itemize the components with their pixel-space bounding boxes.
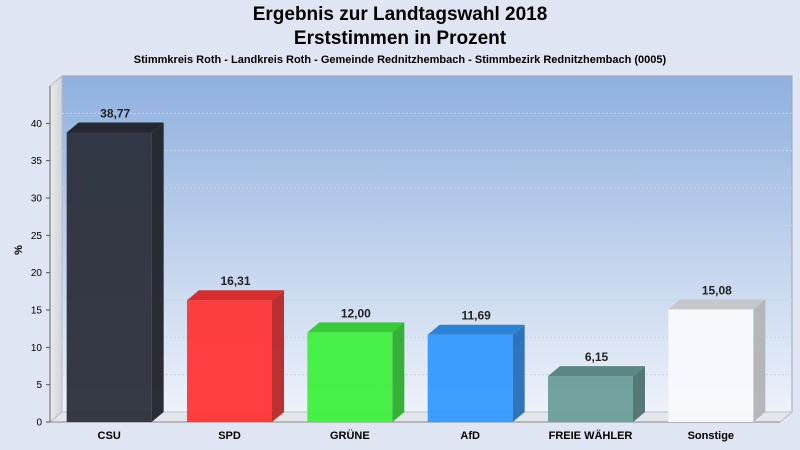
bar-side xyxy=(753,299,766,422)
value-label: 15,08 xyxy=(702,283,732,297)
bar-side xyxy=(512,324,525,422)
bar-side xyxy=(151,122,164,422)
category-label: CSU xyxy=(98,430,121,442)
bar-top xyxy=(548,366,645,377)
bar-top xyxy=(187,290,284,301)
value-label: 11,69 xyxy=(461,309,491,323)
y-axis-label: % xyxy=(13,245,25,255)
chart-title: Ergebnis zur Landtagswahl 2018 xyxy=(252,4,548,25)
y-tick-label: 25 xyxy=(31,231,43,242)
y-tick-label: 40 xyxy=(31,119,43,130)
category-label: GRÜNE xyxy=(330,429,370,442)
value-label: 6,15 xyxy=(585,350,609,364)
bar-top xyxy=(427,324,525,335)
value-label: 38,77 xyxy=(100,107,130,121)
chart-subtitle: Stimmkreis Roth - Landkreis Roth - Gemei… xyxy=(133,54,667,66)
category-label: SPD xyxy=(218,430,241,442)
bar-top xyxy=(66,122,164,133)
bar-top xyxy=(668,299,766,310)
bar-side xyxy=(633,366,645,422)
bar-side xyxy=(272,290,284,422)
bar-top xyxy=(307,322,405,333)
bar xyxy=(66,132,152,422)
bar xyxy=(427,334,513,422)
y-tick-label: 0 xyxy=(36,418,42,429)
value-label: 16,31 xyxy=(220,274,250,288)
bar xyxy=(668,309,754,422)
category-label: Sonstige xyxy=(688,430,734,442)
bar xyxy=(187,300,272,422)
y-tick-label: 20 xyxy=(31,268,43,279)
bar xyxy=(548,376,633,422)
y-tick-label: 15 xyxy=(31,306,43,317)
bar xyxy=(307,332,393,422)
bar-side xyxy=(392,322,405,422)
y-tick-label: 35 xyxy=(31,156,43,167)
chart-title-line2: Erststimmen in Prozent xyxy=(293,28,507,49)
category-label: FREIE WÄHLER xyxy=(549,429,633,442)
plot-side-wall xyxy=(49,74,63,424)
category-label: AfD xyxy=(460,430,480,442)
y-tick-label: 10 xyxy=(31,343,43,354)
y-tick-label: 30 xyxy=(31,194,43,205)
y-tick-label: 5 xyxy=(36,380,42,391)
value-label: 12,00 xyxy=(341,306,371,320)
